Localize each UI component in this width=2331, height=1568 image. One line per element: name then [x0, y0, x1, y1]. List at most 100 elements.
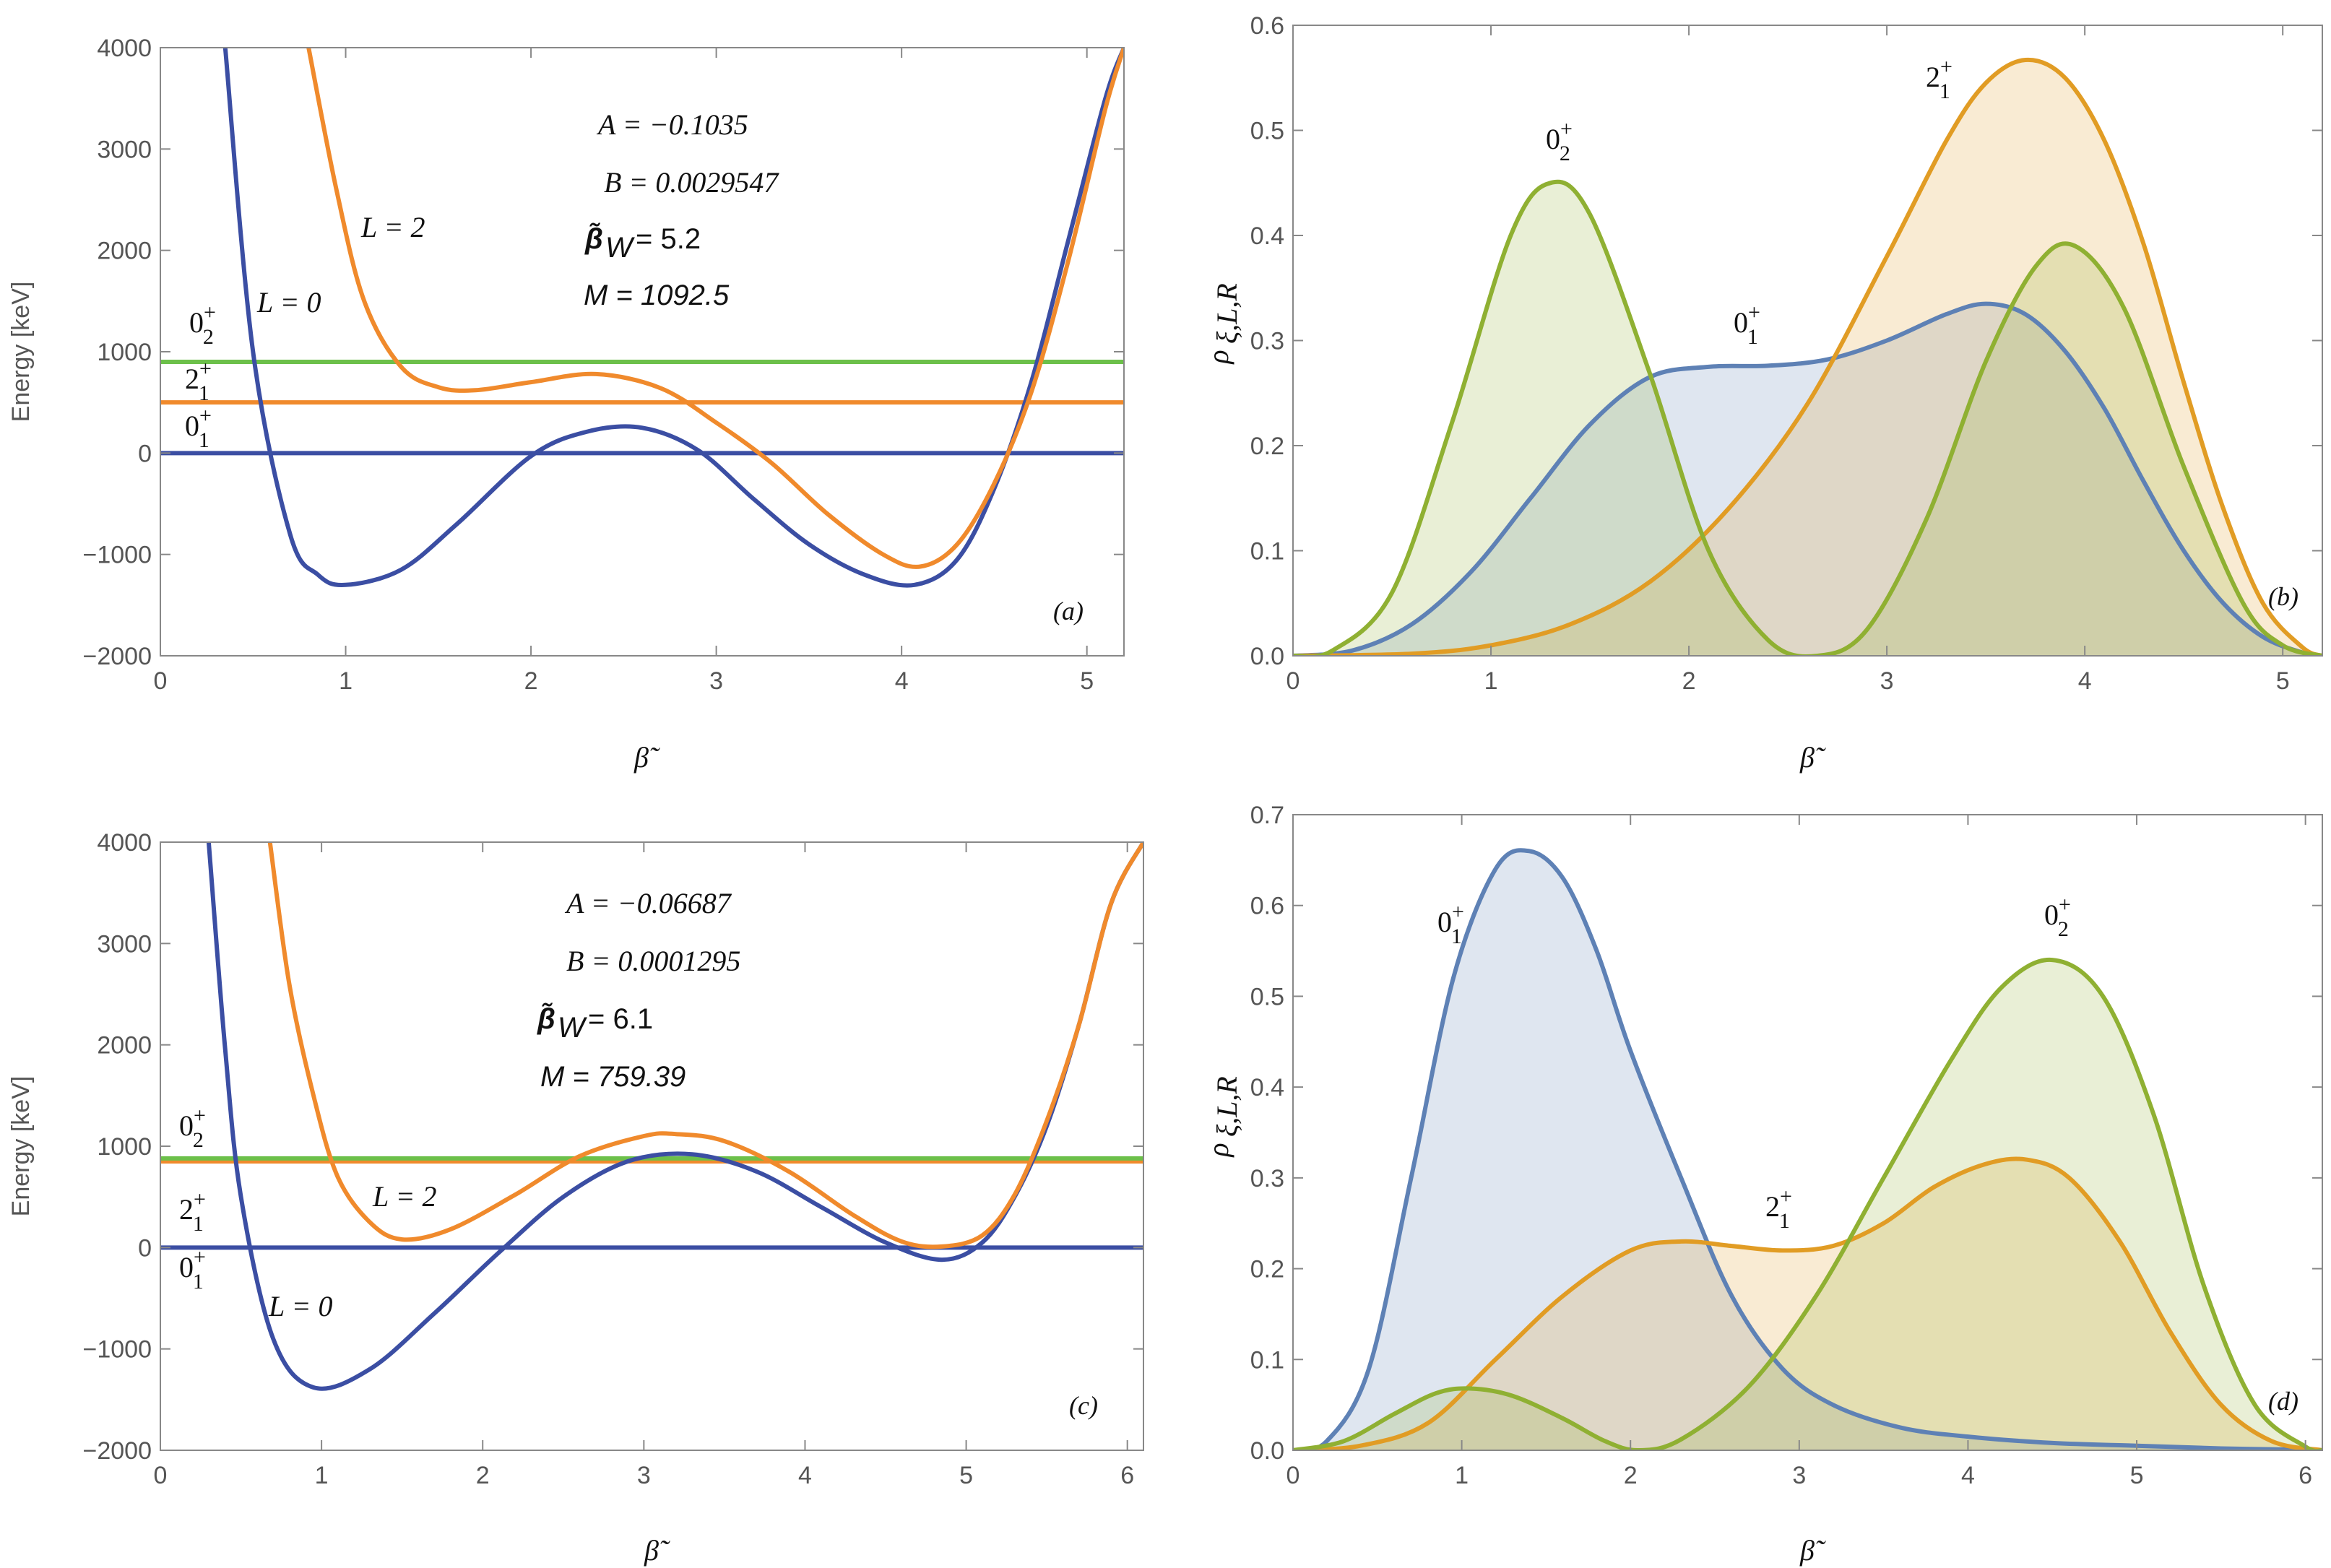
panel-b-ylabel: ρ ξ,L,R	[1202, 283, 1243, 365]
panel-c-level-label-02: 0+ 2	[179, 1104, 206, 1152]
panel-a-param-B: B = 0.0029547	[604, 166, 779, 199]
panel-a-level-label-02: 0+ 2	[189, 300, 216, 349]
panel-d-line-01	[1293, 848, 2322, 1450]
panel-b-ytick-label: 0.5	[1250, 118, 1284, 145]
panel-b-ytick-label: 0.4	[1250, 222, 1284, 250]
panel-d-line-02	[1293, 958, 2322, 1450]
panel-a-ytick-label: −1000	[83, 542, 152, 569]
panel-b-area-02	[1293, 181, 2322, 656]
panel-c-level-label-21: 2+ 1	[179, 1187, 206, 1236]
panel-a-xtick-label: 4	[895, 667, 909, 695]
panel-a-param-A: A = −0.1035	[596, 108, 748, 141]
panel-c-ytick-label: 0	[138, 1234, 152, 1262]
panel-c-ytick-label: −1000	[83, 1336, 152, 1364]
panel-b-xtick-label: 5	[2276, 667, 2290, 695]
panel-a-label-L2: L = 2	[360, 211, 425, 243]
panel-c-ytick-label: −2000	[83, 1437, 152, 1465]
panel-a-ytick-label: −2000	[83, 643, 152, 670]
panel-c-level-label-01: 0+ 1	[179, 1245, 206, 1294]
panel-a-potential-L2	[306, 48, 1124, 569]
panel-b-line-21	[1293, 57, 2322, 656]
panel-d-density-plot: 0 1 2 3 4 5 60.00.10.20.30.40.50.60.7 ρ ξ,L,R …	[1202, 802, 2323, 1567]
panel-d-area-01	[1293, 850, 2322, 1450]
panel-c-label-L2: L = 2	[372, 1180, 437, 1213]
panel-b-xlabel: β̃	[1799, 741, 1826, 774]
panel-b-xtick-label: 1	[1484, 667, 1498, 695]
panel-a-beta-w-symbol: β̃	[584, 222, 603, 255]
panel-a-xtick-label: 0	[154, 667, 168, 695]
panel-d-xtick-label: 1	[1455, 1462, 1469, 1489]
panel-a-param-beta-w: β̃ W = 5.2	[584, 222, 701, 264]
panel-d-tag: (d)	[2268, 1387, 2298, 1416]
panel-b-area-21	[1293, 59, 2322, 656]
panel-d-ylabel-sub: ξ,L,R	[1211, 1076, 1243, 1137]
panel-b-ytick-label: 0.2	[1250, 433, 1284, 460]
panel-a-energy-plot: 0 1 2 3 4 5 −2000 −1000 0 1000 2000 3000 4000 Energy…	[7, 35, 1125, 774]
panel-b-line-01	[1293, 301, 2322, 656]
panel-d-series-label-01: 0+ 1	[1437, 900, 1464, 948]
panel-c-ytick-label: 1000	[97, 1133, 152, 1161]
panel-a-ytick-label: 2000	[97, 238, 152, 265]
panel-d-xtick-label: 5	[2130, 1462, 2144, 1489]
panel-d-ytick-label: 0.2	[1250, 1256, 1284, 1283]
panel-a-ytick-label: 1000	[97, 339, 152, 366]
panel-c-xtick-label: 1	[315, 1462, 329, 1489]
panel-b-xtick-label: 0	[1286, 667, 1300, 695]
panel-d-area-02	[1293, 960, 2322, 1450]
panel-d-xtick-label: 4	[1961, 1462, 1975, 1489]
panel-c-beta-w-sub: W	[558, 1012, 587, 1044]
panel-d-ytick-label: 0.0	[1250, 1437, 1284, 1465]
panel-c-frame	[160, 841, 1144, 1451]
panel-c-param-B: B = 0.0001295	[566, 945, 740, 977]
panel-b-series-label-21: 2+ 1	[1926, 55, 1952, 103]
panel-b-xtick-label: 4	[2078, 667, 2092, 695]
panel-a-ytick-label: 3000	[97, 136, 152, 163]
panel-d-ytick-label: 0.3	[1250, 1165, 1284, 1192]
panel-a-ylabel: Energy [keV]	[7, 282, 35, 423]
panel-d-ylabel-rho: ρ	[1202, 1143, 1234, 1158]
panel-c-xlabel: β̃	[644, 1534, 670, 1567]
panel-b-ytick-label: 0.0	[1250, 643, 1284, 670]
panel-d-xtick-label: 3	[1792, 1462, 1806, 1489]
panel-a-xtick-label: 2	[524, 667, 538, 695]
panel-d-line-21	[1293, 1156, 2322, 1450]
panel-b-tag: (b)	[2268, 582, 2298, 611]
panel-c-beta-w-value: = 6.1	[588, 1003, 653, 1035]
panel-c-xtick-label: 6	[1120, 1462, 1134, 1489]
panel-b-line-02	[1293, 179, 2322, 656]
panel-a-beta-w-sub: W	[605, 232, 635, 264]
panel-c-tag: (c)	[1069, 1391, 1098, 1420]
panel-a-xtick-label: 3	[709, 667, 723, 695]
panel-b-ylabel-sub: ξ,L,R	[1211, 283, 1243, 344]
panel-d-series-label-02: 0+ 2	[2044, 893, 2071, 941]
panel-d-xtick-label: 0	[1286, 1462, 1300, 1489]
panel-c-ytick-label: 2000	[97, 1032, 152, 1060]
panel-b-series-label-02: 0+ 2	[1546, 117, 1573, 165]
panel-c-beta-w-symbol: β̃	[537, 1002, 555, 1035]
panel-d-ytick-label: 0.1	[1250, 1346, 1284, 1374]
panel-b-ytick-label: 0.6	[1250, 12, 1284, 40]
panel-c-xtick-label: 3	[637, 1462, 651, 1489]
panel-a-tag: (a)	[1053, 597, 1084, 625]
panel-d-ylabel: ρ ξ,L,R	[1202, 1076, 1243, 1158]
panel-d-frame	[1292, 814, 2323, 1451]
panel-d-xtick-label: 6	[2298, 1462, 2312, 1489]
panel-a-xtick-label: 1	[339, 667, 353, 695]
panel-a-beta-w-value: = 5.2	[636, 223, 701, 255]
panel-a-potential-L0	[222, 48, 1124, 588]
panel-c-xtick-label: 4	[798, 1462, 812, 1489]
panel-d-ytick-label: 0.5	[1250, 983, 1284, 1010]
panel-c-ytick-label: 4000	[97, 829, 152, 857]
panel-b-area-01	[1293, 303, 2322, 656]
panel-b-ytick-label: 0.3	[1250, 328, 1284, 355]
panel-c-xtick-label: 2	[476, 1462, 490, 1489]
panel-c-energy-plot: 0 1 2 3 4 5 6 −2000 −1000 0 1000 2000 3000 4000 Energ…	[7, 829, 1144, 1567]
panel-d-area-21	[1293, 1158, 2322, 1450]
panel-b-xtick-label: 3	[1880, 667, 1894, 695]
panel-d-ytick-label: 0.4	[1250, 1074, 1284, 1101]
panel-c-ytick-label: 3000	[97, 930, 152, 958]
panel-a-level-label-01: 0+ 1	[185, 404, 212, 452]
panel-c-param-beta-w: β̃ W = 6.1	[537, 1002, 653, 1044]
panel-b-xtick-label: 2	[1682, 667, 1696, 695]
